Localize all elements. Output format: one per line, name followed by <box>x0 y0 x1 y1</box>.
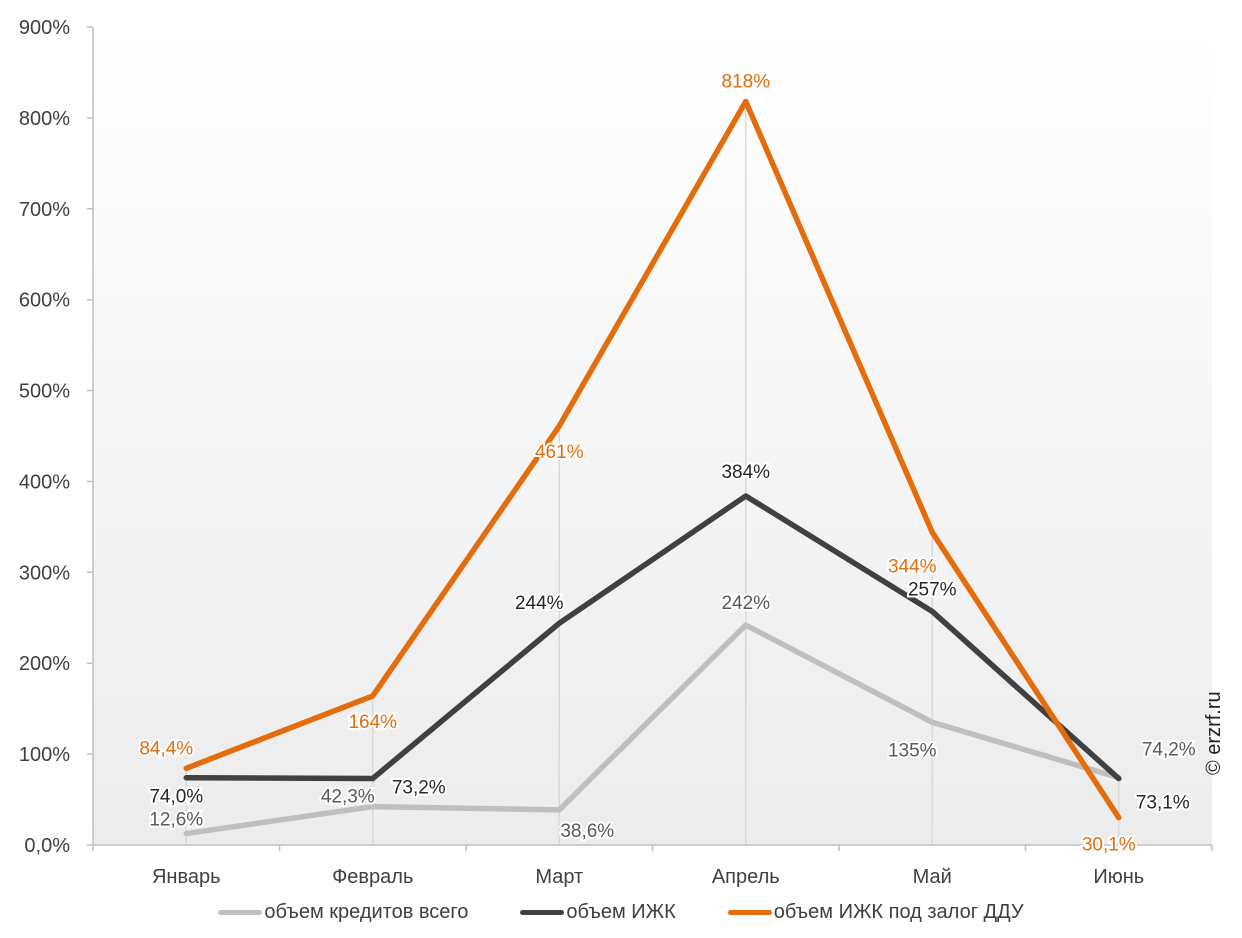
y-tick-label: 900% <box>19 17 70 39</box>
data-label: 244% <box>515 593 564 614</box>
data-labels: 12,6% 42,3% 38,6% 242% 135% 74,2% 74,0% 73,2% 24… <box>137 70 1197 858</box>
data-label: 164% <box>348 712 397 733</box>
legend-swatch <box>520 909 565 915</box>
data-label: 74,2% <box>1142 740 1196 761</box>
series-group <box>183 98 1122 837</box>
series-line <box>183 493 1122 782</box>
x-tick-label: Май <box>913 866 952 888</box>
x-tick-label: Январь <box>152 866 221 888</box>
y-tick-label: 200% <box>19 653 70 675</box>
data-label: 30,1% <box>1082 835 1136 856</box>
data-label: 84,4% <box>139 738 193 759</box>
legend-label: объем ИЖК под залог ДДУ <box>773 900 1024 923</box>
data-label: 461% <box>535 442 584 463</box>
y-tick-label: 0,0% <box>24 835 70 857</box>
legend-swatch <box>727 909 772 915</box>
x-axis: Январь Февраль Март Апрель Май Июнь <box>92 844 1213 888</box>
line-chart: 0,0% 100% 200% 300% 400% 500% 600% 700% 800% 900%… <box>19 17 1213 888</box>
series-line <box>183 622 1122 837</box>
data-label: 344% <box>888 556 937 577</box>
copyright-text: © erzrf.ru <box>1203 691 1225 775</box>
data-label: 73,2% <box>392 777 446 798</box>
data-label: 818% <box>721 72 770 93</box>
data-label: 384% <box>721 462 770 483</box>
data-label: 38,6% <box>560 821 614 842</box>
legend-item-total-credit: объем кредитов всего <box>218 901 468 924</box>
y-tick-label: 300% <box>19 562 70 584</box>
legend-label: объем кредитов всего <box>264 900 469 923</box>
drop-lines <box>185 101 1120 845</box>
data-label: 12,6% <box>149 810 203 831</box>
data-label: 257% <box>908 579 957 600</box>
data-label: 42,3% <box>321 787 375 808</box>
legend-swatch <box>218 909 263 915</box>
data-label: 135% <box>888 740 937 761</box>
legend: объем кредитов всего объем ИЖК объем ИЖК… <box>0 894 1242 930</box>
x-tick-label: Апрель <box>712 866 780 888</box>
data-label: 242% <box>721 593 770 614</box>
legend-item-izhk: объем ИЖК <box>520 900 676 924</box>
y-tick-label: 600% <box>19 290 70 312</box>
y-tick-label: 500% <box>19 381 70 403</box>
x-tick-label: Февраль <box>332 866 413 888</box>
y-axis: 0,0% 100% 200% 300% 400% 500% 600% 700% 800% 900% <box>19 17 94 857</box>
plot-background <box>93 27 1212 845</box>
series-line <box>183 98 1122 821</box>
x-tick-label: Март <box>535 866 583 888</box>
legend-label: объем ИЖК <box>566 900 676 923</box>
x-tick-label: Июнь <box>1093 866 1144 888</box>
y-tick-label: 700% <box>19 199 70 221</box>
data-label: 73,1% <box>1136 793 1190 814</box>
data-label: 74,0% <box>149 787 203 808</box>
y-tick-label: 800% <box>19 108 70 130</box>
y-tick-label: 400% <box>19 471 70 493</box>
y-tick-label: 100% <box>19 744 70 766</box>
legend-item-izhk-ddu: объем ИЖК под залог ДДУ <box>727 900 1024 924</box>
